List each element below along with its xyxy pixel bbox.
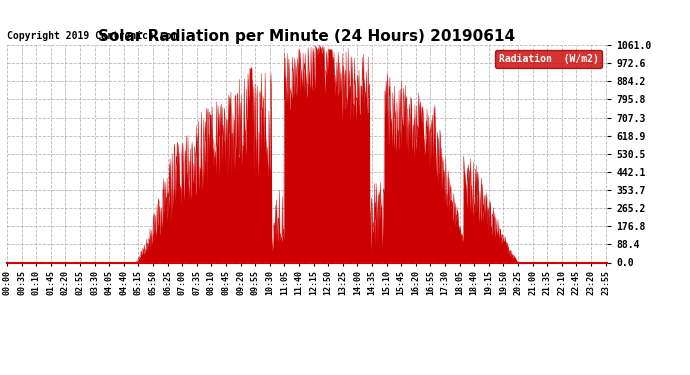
Legend: Radiation  (W/m2): Radiation (W/m2) [495,50,602,68]
Title: Solar Radiation per Minute (24 Hours) 20190614: Solar Radiation per Minute (24 Hours) 20… [99,29,515,44]
Text: Copyright 2019 Cartronics.com: Copyright 2019 Cartronics.com [7,31,177,40]
